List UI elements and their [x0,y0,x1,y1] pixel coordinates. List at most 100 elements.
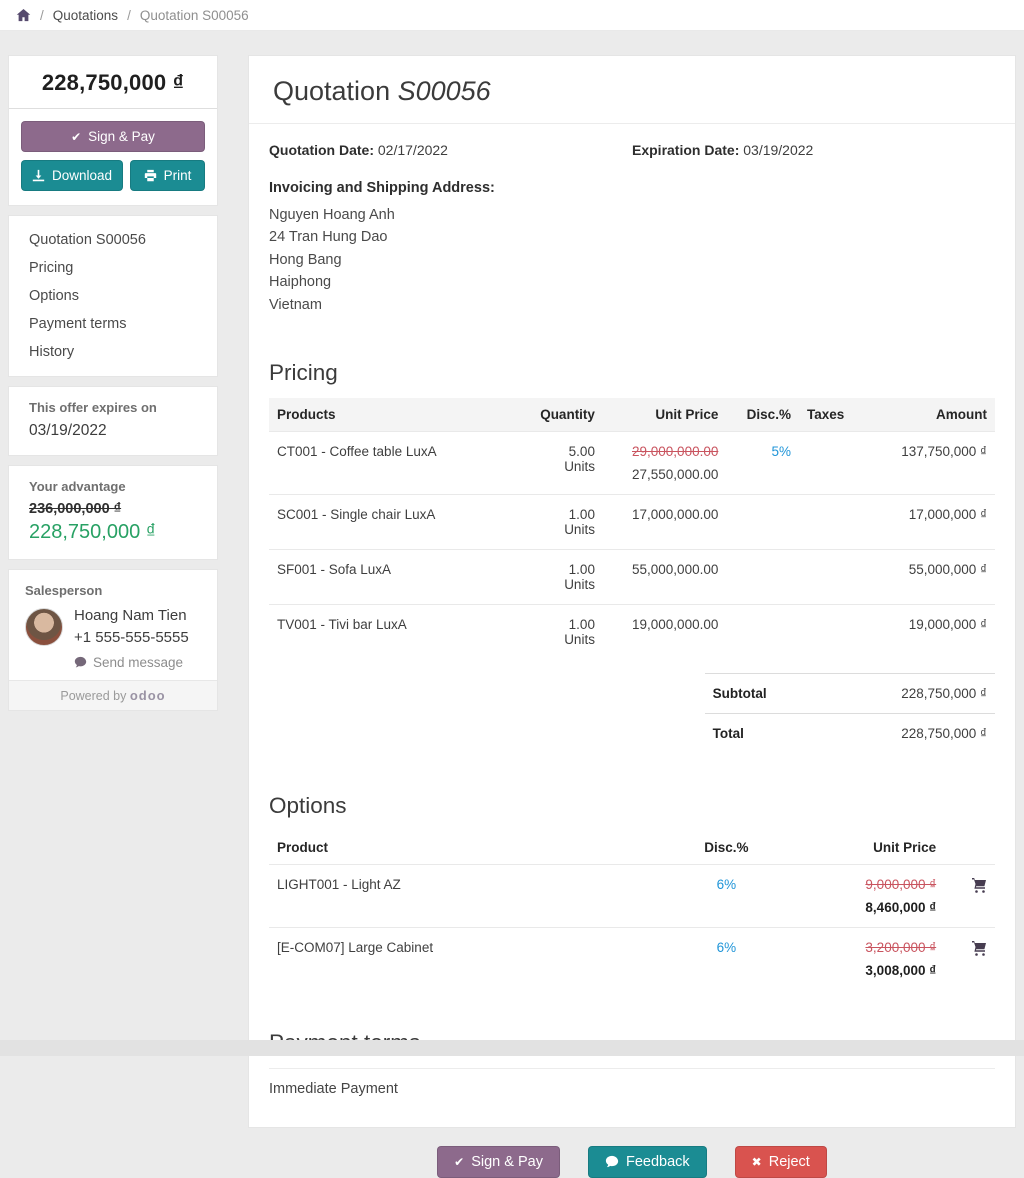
unit-price: 55,000,000.00 [632,562,719,578]
table-row: TV001 - Tivi bar LuxA 1.00 Units 19,000,… [269,604,995,660]
unit-price-original: 29,000,000.00 [632,444,719,460]
table-row: SC001 - Single chair LuxA 1.00 Units 17,… [269,494,995,550]
quotation-date: Quotation Date: 02/17/2022 [269,142,448,158]
footer-actions: ✔ Sign & Pay Feedback ✖ Reject [248,1128,1016,1178]
table-row: SF001 - Sofa LuxA 1.00 Units 55,000,000.… [269,549,995,605]
total-amount: 228,750,000 ₫ [9,56,217,109]
expiry-date: 03/19/2022 [29,422,107,439]
payment-terms-value: Immediate Payment [269,1081,398,1098]
reject-label: Reject [768,1154,810,1171]
send-message-link[interactable]: Send message [74,655,201,670]
discount [726,605,799,660]
taxes [799,550,879,605]
advantage-old-amount: 236,000,000 ₫ [29,501,122,517]
quotation-reference: S00056 [397,76,491,106]
amount: 17,000,000 ₫ [908,507,987,523]
chat-bubble-icon [74,656,87,667]
discount: 6% [716,940,737,956]
amount: 55,000,000 ₫ [908,562,987,578]
product-name: SC001 - Single chair LuxA [277,507,436,523]
check-icon: ✔ [454,1155,465,1170]
address-line: 24 Tran Hung Dao [269,229,388,246]
quantity: 1.00 Units [564,507,595,538]
odoo-logo: odoo [129,687,166,703]
quantity: 5.00 Units [564,444,595,475]
address-block: Nguyen Hoang Anh 24 Tran Hung Dao Hong B… [269,204,995,316]
pricing-header-row: Products Quantity Unit Price Disc.% Taxe… [269,398,995,432]
discount: 5% [771,444,791,460]
discount [726,550,799,605]
options-header-row: Product Disc.% Unit Price [277,840,937,856]
sidebar-item-history[interactable]: History [29,344,75,360]
expiry-label: This offer expires on [29,400,157,415]
check-icon: ✔ [71,129,82,144]
product-name: [E-COM07] Large Cabinet [277,940,434,956]
add-to-cart-icon[interactable] [971,940,987,959]
price-discounted: 8,460,000 ₫ [865,900,937,916]
reject-button[interactable]: ✖ Reject [734,1146,827,1178]
taxes [799,605,879,660]
breadcrumb-current: Quotation S00056 [139,7,249,23]
table-row: CT001 - Coffee table LuxA 5.00 Units 29,… [269,431,995,495]
subtotal-row: Subtotal 228,750,000 ₫ [704,673,995,714]
options-table: Product Disc.% Unit Price LIGHT001 - Lig… [269,831,995,990]
pricing-table: Products Quantity Unit Price Disc.% Taxe… [269,398,995,659]
sign-pay-label: Sign & Pay [88,129,155,144]
breadcrumb-separator: / [127,7,131,23]
advantage-new-amount: 228,750,000 ₫ [29,521,157,543]
sign-pay-button[interactable]: ✔ Sign & Pay [21,121,205,152]
download-button[interactable]: Download [21,160,124,191]
sidebar-item-payment-terms[interactable]: Payment terms [29,316,127,332]
total-row: Total 228,750,000 ₫ [704,713,995,754]
sidebar-item-pricing[interactable]: Pricing [29,260,74,276]
amount-card: 228,750,000 ₫ ✔ Sign & Pay Download Prin… [8,55,218,206]
add-to-cart-icon[interactable] [971,877,987,896]
table-row: [E-COM07] Large Cabinet 6% 3,200,000 ₫ 3… [269,927,995,991]
price-discounted: 3,008,000 ₫ [865,963,937,979]
taxes [799,432,879,495]
feedback-button[interactable]: Feedback [587,1146,707,1178]
address-line: Haiphong [269,274,332,291]
download-label: Download [52,168,113,183]
sidebar-item-options[interactable]: Options [29,288,79,304]
price-original: 3,200,000 ₫ [865,940,937,956]
total-label: Total [704,713,823,754]
send-message-label: Send message [93,654,184,670]
unit-price: 19,000,000.00 [632,617,719,633]
print-icon [144,169,156,182]
address-line: Vietnam [269,296,322,313]
advantage-card: Your advantage 236,000,000 ₫ 228,750,000… [8,465,218,560]
discount: 6% [716,877,737,893]
unit-price-discounted: 27,550,000.00 [632,467,719,483]
breadcrumb-quotations-link[interactable]: Quotations [52,7,119,23]
sidebar-item-quotation[interactable]: Quotation S00056 [29,232,146,248]
chat-bubble-icon [605,1156,619,1168]
unit-price: 29,000,000.00 27,550,000.00 [603,432,726,495]
discount [726,495,799,550]
sidebar: 228,750,000 ₫ ✔ Sign & Pay Download Prin… [8,55,218,711]
address-line: Nguyen Hoang Anh [269,207,395,223]
salesperson-label: Salesperson [25,583,103,598]
subtotal-value: 228,750,000 ₫ [822,673,995,714]
print-button[interactable]: Print [130,160,205,191]
amount: 137,750,000 ₫ [901,444,987,460]
totals-table: Subtotal 228,750,000 ₫ Total 228,750,000… [704,673,995,754]
product-name: SF001 - Sofa LuxA [277,562,392,578]
salesperson-name: Hoang Nam Tien [74,607,187,624]
print-label: Print [163,168,192,183]
address-label: Invoicing and Shipping Address: [269,180,495,196]
unit-price: 3,200,000 ₫ 3,008,000 ₫ [784,928,944,991]
amount: 19,000,000 ₫ [908,617,987,633]
salesperson-card: Salesperson Hoang Nam Tien +1 555-555-55… [8,569,218,711]
subtotal-label: Subtotal [704,673,823,714]
price-original: 9,000,000 ₫ [865,877,937,893]
expiry-card: This offer expires on 03/19/2022 [8,386,218,456]
salesperson-phone: +1 555-555-5555 [74,628,189,646]
product-name: CT001 - Coffee table LuxA [277,444,437,460]
home-icon[interactable] [16,8,31,23]
advantage-label: Your advantage [29,479,126,494]
sidebar-nav: Quotation S00056 Pricing Options Payment… [8,215,218,377]
sign-pay-button-footer[interactable]: ✔ Sign & Pay [437,1146,560,1178]
feedback-label: Feedback [625,1154,690,1171]
sign-pay-label: Sign & Pay [471,1154,543,1171]
